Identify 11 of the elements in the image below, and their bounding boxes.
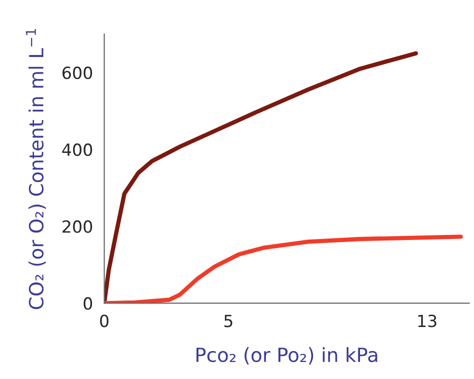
x-axis-title: Pco₂ (or Po₂) in kPa [196, 347, 378, 364]
y-tick-label: 0 [84, 297, 92, 310]
y-axis-title: CO₂ (or O₂) Content in ml L$^{−1}$ [26, 29, 46, 310]
x-tick-label: 0 [100, 314, 108, 328]
y-tick-label: 600 [62, 66, 92, 80]
y-tick-label: 400 [62, 143, 92, 156]
line-series [104, 51, 418, 304]
x-tick-label: 13 [418, 314, 436, 328]
x-tick-label: 5 [224, 314, 232, 328]
line-series [104, 234, 463, 304]
y-tick-label: 200 [62, 220, 92, 233]
